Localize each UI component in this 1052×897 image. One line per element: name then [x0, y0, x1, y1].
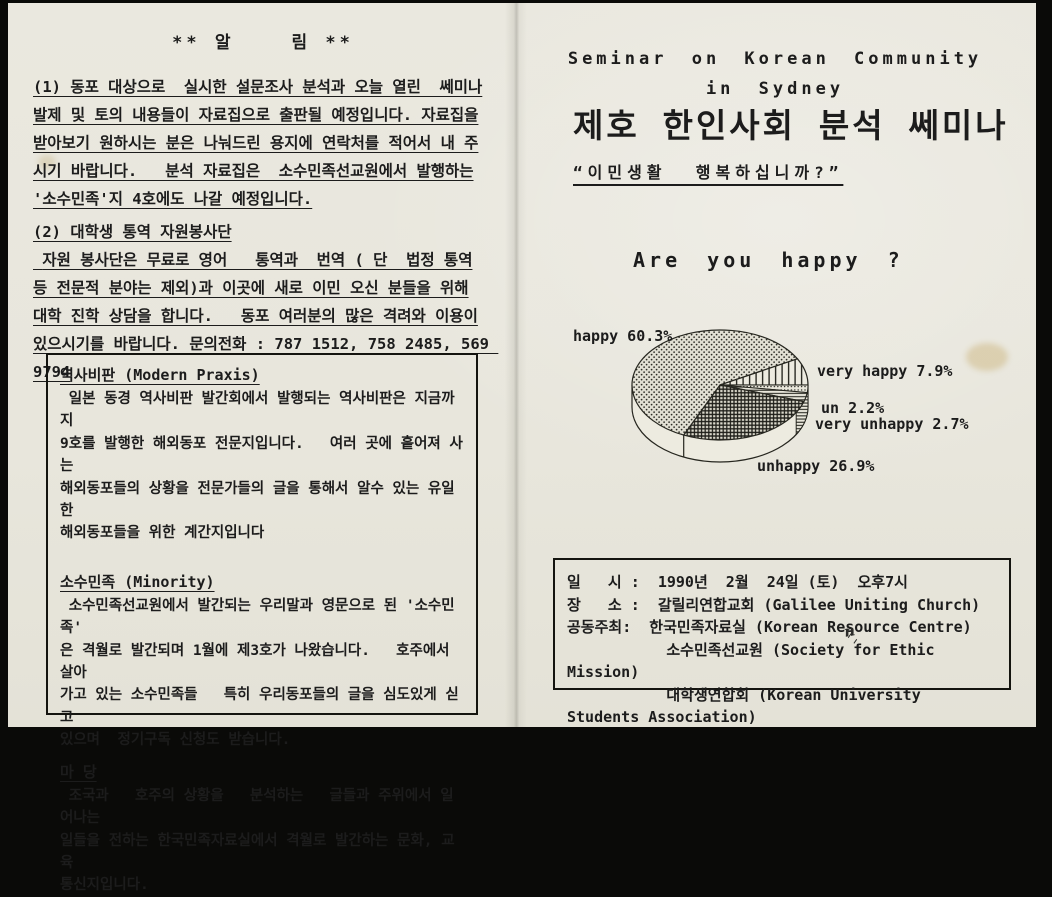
- spacer: [60, 752, 464, 761]
- publications-box: 역사비판 (Modern Praxis) 일본 동경 역사비판 발간회에서 발행…: [46, 353, 478, 893]
- pie-label-very-happy: very happy 7.9%: [817, 362, 952, 380]
- pie-slice-happy: [631, 329, 799, 436]
- publication-heading: 소수민족 (Minority): [60, 572, 215, 591]
- chart-title: Are you happy ?: [633, 248, 904, 272]
- scanned-pamphlet-spread: ** 알 림 ** (1) 동포 대상으로 실시한 설문조사 분석과 오늘 열린…: [8, 3, 1036, 893]
- pie-label-happy: happy 60.3%: [573, 327, 672, 345]
- event-info-box: 일 시 : 1990년 2월 24일 (토) 오후7시 장 소 : 갈릴리연합교…: [553, 558, 1011, 726]
- seminar-title-en-line1: Seminar on Korean Community: [567, 49, 983, 69]
- front-page: Seminar on Korean Community in Sydney 제호…: [545, 3, 1025, 727]
- pie-label-very-unhappy: very unhappy 2.7%: [815, 415, 969, 433]
- pie-label-unhappy: unhappy 26.9%: [757, 457, 874, 475]
- seminar-subtitle-quote: “이민생활 행복하십니까?”: [573, 163, 844, 182]
- publication-madang: 마 당 조국과 호주의 상황을 분석하는 글들과 주위에서 일어나는 일들을 전…: [60, 761, 464, 897]
- publication-minority: 소수민족 (Minority) 소수민족선교원에서 발간되는 우리말과 영문으로…: [60, 571, 464, 752]
- pie-label-un: un 2.2%: [821, 399, 884, 417]
- spacer: [60, 545, 464, 571]
- publication-modern-praxis: 역사비판 (Modern Praxis) 일본 동경 역사비판 발간회에서 발행…: [60, 364, 464, 545]
- paper-stain: [38, 155, 56, 169]
- publication-description: 일본 동경 역사비판 발간회에서 발행되는 역사비판은 지금까지 9호를 발행한…: [60, 391, 463, 542]
- notice-item-2: (2) 대학생 통역 자원봉사단 자원 봉사단은 무료로 영어 통역과 번역 (…: [33, 223, 490, 381]
- happiness-pie-chart: happy 60.3% very happy 7.9% un 2.2% very…: [573, 327, 969, 475]
- notice-title: ** 알 림 **: [172, 33, 354, 53]
- publication-description: 조국과 호주의 상황을 분석하는 글들과 주위에서 일어나는 일들을 전하는 한…: [60, 787, 455, 894]
- seminar-title-ko: 제호 한인사회 분석 쎄미나: [573, 106, 1009, 145]
- publication-heading: 역사비판 (Modern Praxis): [60, 366, 260, 384]
- notice-item-1: (1) 동포 대상으로 실시한 설문조사 분석과 오늘 열린 쎄미나 발제 및 …: [33, 78, 483, 208]
- centerfold-crease: [505, 3, 527, 727]
- publication-description: 소수민족선교원에서 발간되는 우리말과 영문으로 된 '소수민족' 은 격월로 …: [60, 597, 459, 749]
- publication-heading: 마 당: [60, 762, 97, 781]
- pie-slice-unhappy: [682, 384, 805, 441]
- seminar-title-en-line2: in Sydney: [705, 79, 845, 99]
- paper-stain: [966, 343, 1008, 371]
